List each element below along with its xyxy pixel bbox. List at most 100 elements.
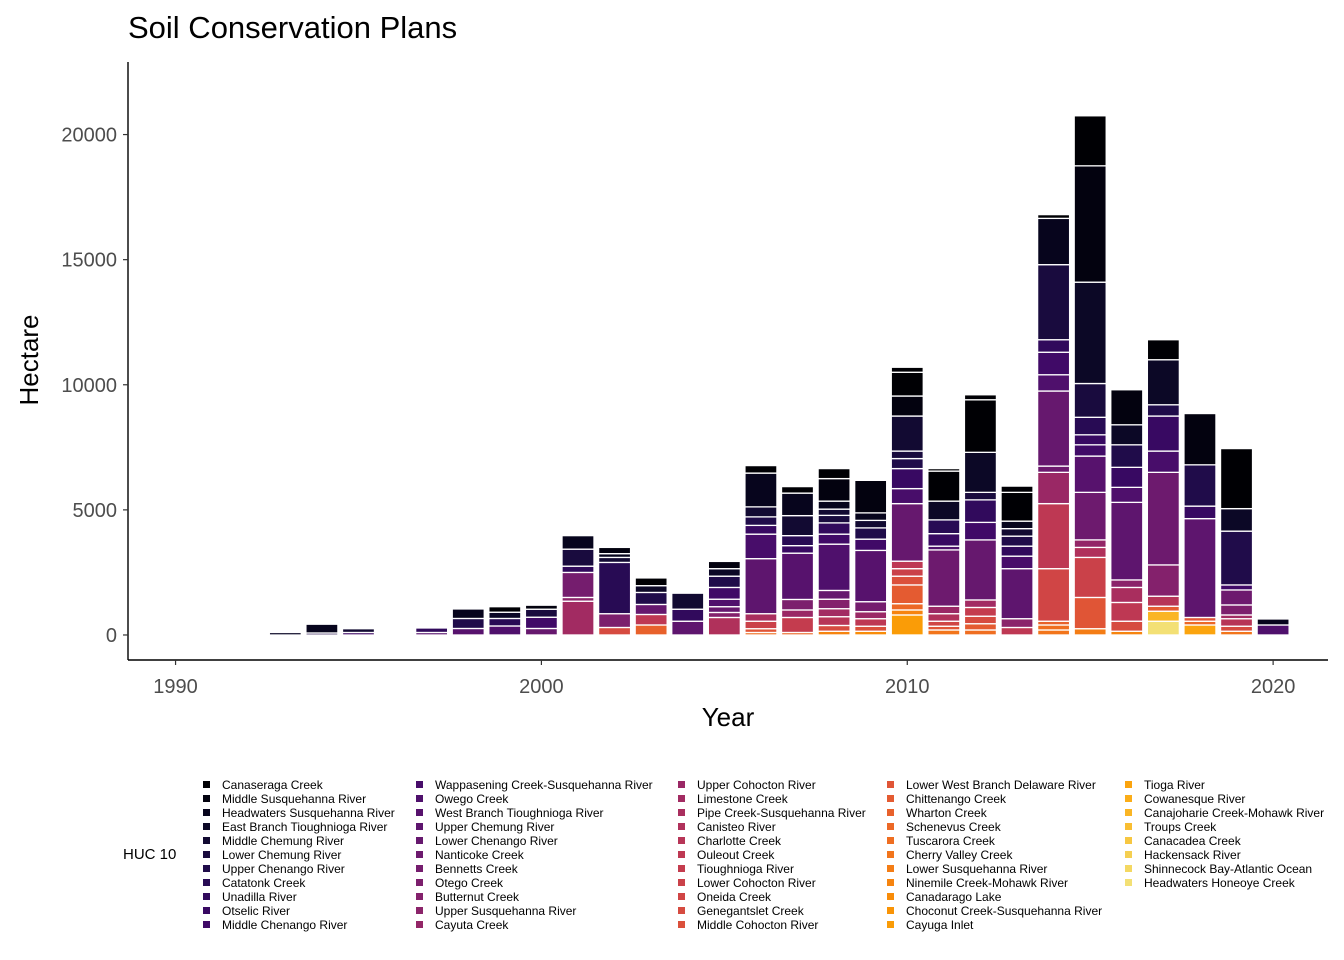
legend-swatch bbox=[203, 809, 210, 816]
bar-segment bbox=[817, 467, 851, 480]
x-tick-label: 2000 bbox=[519, 676, 564, 698]
bar-segment bbox=[780, 609, 815, 619]
bar-segment bbox=[488, 617, 522, 627]
bar-stack bbox=[707, 560, 741, 636]
legend-label: Oneida Creek bbox=[697, 890, 772, 904]
bar-segment bbox=[1110, 601, 1144, 622]
bar-segment bbox=[634, 613, 668, 626]
legend-swatch bbox=[887, 907, 894, 914]
bar-segment bbox=[634, 624, 668, 636]
legend-swatch bbox=[1125, 837, 1132, 844]
bar-segment bbox=[1073, 382, 1107, 418]
bar-segment bbox=[780, 514, 815, 537]
legend-label: Charlotte Creek bbox=[697, 834, 782, 848]
y-tick-label: 5000 bbox=[73, 500, 118, 522]
bar-segment bbox=[890, 560, 924, 570]
bar-stack bbox=[1110, 389, 1144, 636]
bar-segment bbox=[780, 492, 815, 517]
bar-segment bbox=[707, 560, 741, 570]
bar-segment bbox=[1183, 517, 1217, 619]
bar-segment bbox=[488, 625, 522, 636]
bar-segment bbox=[1000, 555, 1034, 570]
bar-segment bbox=[744, 620, 778, 630]
bar-segment bbox=[1073, 628, 1107, 636]
bar-stack bbox=[634, 577, 668, 636]
bar-segment bbox=[963, 629, 998, 636]
legend-label: Tioughnioga River bbox=[697, 862, 794, 876]
bar-segment bbox=[597, 556, 632, 564]
bar-segment bbox=[817, 589, 851, 600]
bar-segment bbox=[1000, 545, 1034, 557]
bar-segment bbox=[1036, 213, 1071, 220]
bar-segment bbox=[963, 499, 998, 524]
bar-segment bbox=[1036, 390, 1071, 467]
legend-swatch bbox=[887, 823, 894, 830]
bar-segment bbox=[1146, 471, 1181, 566]
bar-segment bbox=[744, 524, 778, 535]
legend-swatch bbox=[203, 921, 210, 928]
y-axis-label: Hectare bbox=[14, 314, 44, 405]
x-tick-label: 2010 bbox=[885, 676, 930, 698]
axes-layer: 0 5000 10000 15000 20000 1990 2000 2010 2020 bbox=[61, 62, 1328, 698]
bar-segment bbox=[634, 591, 668, 606]
legend-swatch bbox=[1125, 879, 1132, 886]
bar-segment bbox=[561, 571, 595, 599]
bar-segment bbox=[1036, 465, 1071, 473]
bar-stack bbox=[963, 394, 998, 636]
bar-segment bbox=[890, 457, 924, 470]
bar-segment bbox=[927, 500, 961, 521]
bar-segment bbox=[1073, 491, 1107, 541]
bar-segment bbox=[890, 568, 924, 577]
bar-stack bbox=[305, 623, 339, 636]
legend-label: Choconut Creek-Susquehanna River bbox=[906, 904, 1103, 918]
bar-segment bbox=[1000, 485, 1034, 494]
bar-segment bbox=[780, 552, 815, 601]
bar-segment bbox=[1219, 507, 1254, 532]
bar-segment bbox=[927, 532, 961, 547]
bar-segment bbox=[488, 611, 522, 620]
bar-segment bbox=[561, 600, 595, 636]
bar-segment bbox=[158, 633, 193, 636]
bar-segment bbox=[1073, 281, 1107, 385]
bar-stack bbox=[158, 633, 193, 636]
bar-segment bbox=[524, 604, 559, 610]
bar-segment bbox=[1073, 115, 1107, 167]
bar-segment bbox=[963, 539, 998, 601]
legend-label: Cherry Valley Creek bbox=[906, 848, 1013, 862]
legend-label: Nanticoke Creek bbox=[435, 848, 524, 862]
legend-label: Chittenango Creek bbox=[906, 792, 1007, 806]
bar-segment bbox=[890, 395, 924, 417]
bar-segment bbox=[1183, 505, 1217, 520]
bar-segment bbox=[1146, 450, 1181, 473]
bar-segment bbox=[1036, 339, 1071, 353]
legend-label: Upper Chenango River bbox=[222, 862, 345, 876]
bar-stack bbox=[817, 467, 851, 636]
bar-segment bbox=[780, 616, 815, 634]
bar-segment bbox=[1036, 374, 1071, 392]
bar-segment bbox=[780, 485, 815, 494]
bar-segment bbox=[671, 620, 705, 636]
bar-segment bbox=[927, 467, 961, 472]
bar-segment bbox=[963, 615, 998, 625]
legend-swatch bbox=[1125, 781, 1132, 788]
bar-segment bbox=[854, 618, 888, 627]
legend-label: Middle Chenango River bbox=[222, 918, 348, 932]
legend-label: Pipe Creek-Susquehanna River bbox=[697, 806, 866, 820]
legend-swatch bbox=[1125, 795, 1132, 802]
bar-segment bbox=[1219, 447, 1254, 510]
bar-segment bbox=[1183, 464, 1217, 507]
bar-segment bbox=[963, 491, 998, 501]
legend-swatch bbox=[203, 781, 210, 788]
legend-swatch bbox=[678, 781, 685, 788]
bar-segment bbox=[744, 516, 778, 527]
bar-segment bbox=[1036, 471, 1071, 505]
bar-segment bbox=[1146, 605, 1181, 612]
legend-label: Shinnecock Bay-Atlantic Ocean bbox=[1144, 862, 1313, 876]
bar-segment bbox=[1073, 596, 1107, 630]
bar-segment bbox=[963, 394, 998, 401]
x-axis-label: Year bbox=[702, 702, 755, 732]
bar-segment bbox=[1219, 625, 1254, 632]
bar-segment bbox=[1219, 618, 1254, 627]
bar-stack bbox=[854, 479, 888, 636]
bar-segment bbox=[817, 533, 851, 545]
